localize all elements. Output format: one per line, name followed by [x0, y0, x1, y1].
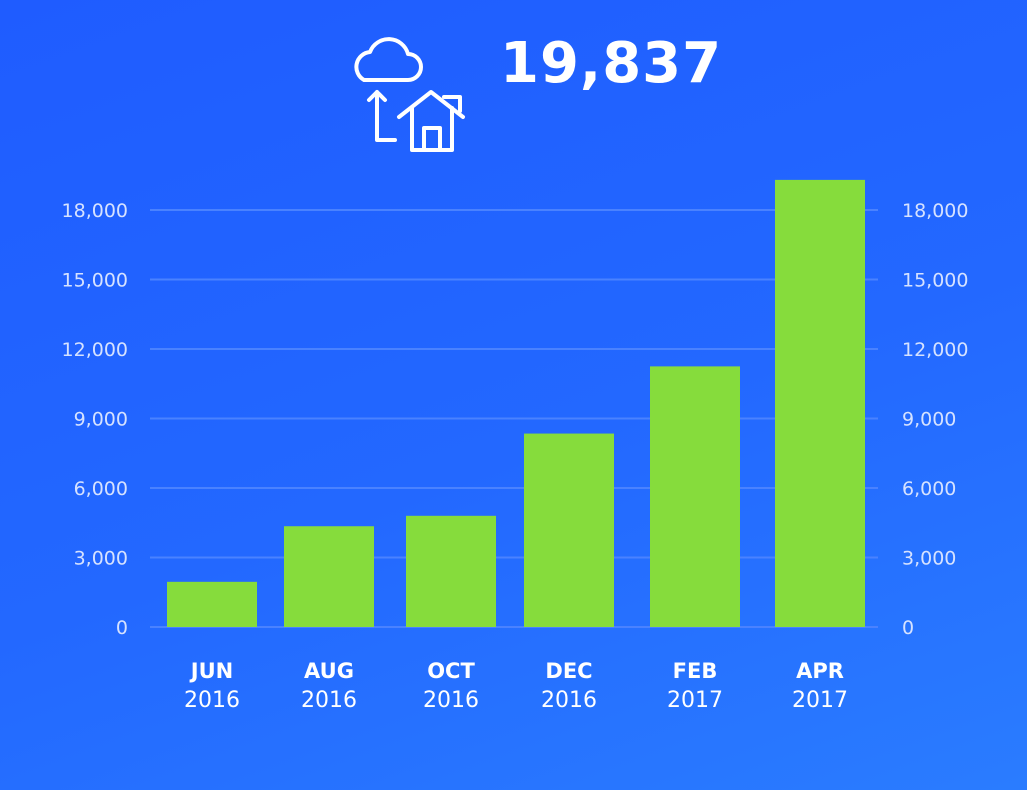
y-tick-label-right: 3,000 [902, 548, 956, 570]
y-tick-label-right: 0 [902, 617, 914, 639]
x-label-year: 2016 [184, 688, 240, 713]
bar-feb-2017 [650, 366, 740, 627]
x-label-month: APR [796, 659, 844, 683]
x-label-year: 2016 [301, 688, 357, 713]
x-label-month: JUN [189, 659, 233, 683]
x-label-month: AUG [304, 659, 354, 683]
bar-apr-2017 [775, 179, 865, 627]
y-tick-label-left: 12,000 [62, 339, 128, 361]
x-label-month: DEC [545, 659, 592, 683]
y-tick-label-left: 3,000 [74, 548, 128, 570]
y-tick-label-left: 6,000 [74, 478, 128, 500]
y-tick-label-left: 15,000 [62, 270, 128, 292]
y-tick-label-left: 0 [116, 617, 128, 639]
total-count: 19,837 [500, 31, 723, 96]
y-tick-label-right: 9,000 [902, 409, 956, 431]
y-tick-label-left: 18,000 [62, 200, 128, 222]
bar-dec-2016 [524, 433, 614, 627]
bar-oct-2016 [406, 515, 496, 627]
y-tick-label-left: 9,000 [74, 409, 128, 431]
x-label-month: FEB [673, 659, 718, 683]
x-label-year: 2016 [423, 688, 479, 713]
x-label-year: 2017 [667, 688, 723, 713]
y-tick-label-right: 15,000 [902, 270, 968, 292]
cloud-to-home-icon [354, 37, 465, 152]
x-label-month: OCT [427, 659, 475, 683]
y-tick-label-right: 18,000 [902, 200, 968, 222]
y-tick-label-right: 6,000 [902, 478, 956, 500]
bar-aug-2016 [284, 526, 374, 627]
x-label-year: 2016 [541, 688, 597, 713]
bar-jun-2016 [167, 581, 257, 627]
x-label-year: 2017 [792, 688, 848, 713]
y-tick-label-right: 12,000 [902, 339, 968, 361]
